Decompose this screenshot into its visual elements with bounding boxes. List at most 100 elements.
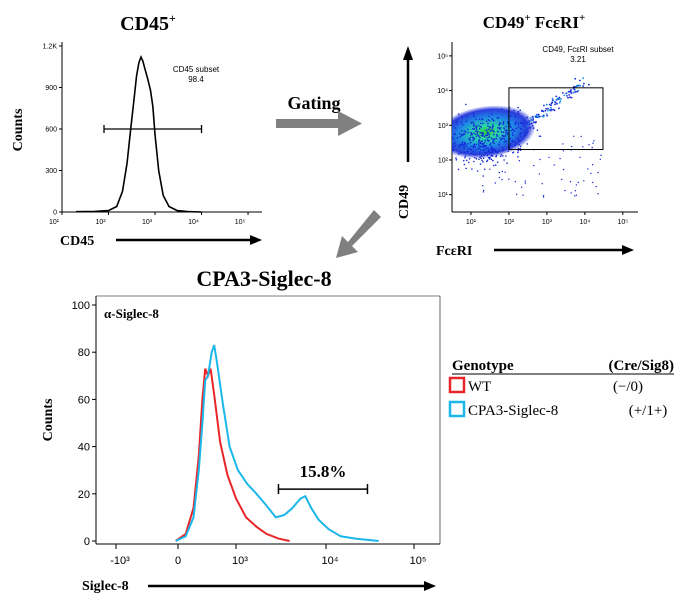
event-dot: [459, 143, 462, 146]
event-dot: [496, 135, 498, 137]
event-dot: [470, 145, 472, 148]
event-dot: [522, 122, 524, 125]
event-dot: [562, 168, 565, 171]
event-dot: [518, 143, 520, 146]
event-dot: [475, 143, 478, 146]
event-dot: [452, 138, 455, 140]
event-dot: [554, 103, 556, 106]
event-dot: [504, 129, 507, 131]
event-dot: [450, 151, 452, 153]
event-dot: [587, 168, 589, 170]
event-dot: [560, 98, 562, 100]
event-dot: [550, 104, 552, 107]
panel1-title: CD45+: [120, 11, 176, 35]
event-dot: [500, 130, 503, 133]
event-dot: [574, 190, 577, 192]
event-dot: [460, 134, 463, 137]
event-dot: [532, 127, 535, 130]
panel2-ylabel: CD49: [397, 185, 412, 219]
event-dot: [478, 118, 481, 120]
event-dot: [463, 142, 466, 145]
event-dot: [498, 150, 500, 152]
event-dot: [480, 157, 483, 160]
event-dot: [551, 97, 554, 100]
event-dot: [452, 149, 455, 152]
event-dot: [509, 144, 512, 146]
event-dot: [498, 171, 501, 174]
event-dot: [514, 181, 516, 183]
event-dot: [517, 156, 519, 158]
diagonal-gating-arrow: [336, 210, 381, 258]
panel1-ytick-label: 1.2K: [43, 44, 58, 51]
event-dot: [481, 132, 484, 134]
event-dot: [556, 102, 558, 105]
event-dot: [488, 151, 491, 154]
event-dot: [460, 152, 462, 154]
siglec8-gate-value: 15.8%: [300, 462, 347, 481]
event-dot: [538, 135, 540, 137]
event-dot: [565, 92, 568, 94]
event-dot: [511, 139, 514, 142]
event-dot: [469, 141, 472, 144]
event-dot: [547, 109, 549, 112]
event-dot: [505, 125, 507, 128]
event-dot: [467, 131, 470, 134]
event-dot: [542, 196, 545, 198]
event-dot: [484, 139, 487, 142]
event-dot: [452, 163, 453, 165]
event-dot: [465, 103, 467, 106]
event-dot: [488, 136, 491, 139]
event-dot: [524, 182, 527, 184]
panel-cd45: CD45+ 0 300 600 900 1.2K 10¹ 10² 10³ 10⁴ 10⁵ CD4…: [11, 11, 262, 249]
event-dot: [504, 135, 507, 137]
event-dot: [488, 128, 490, 130]
event-dot: [489, 143, 491, 146]
event-dot: [442, 167, 444, 169]
event-dot: [492, 123, 494, 126]
event-dot: [479, 156, 481, 159]
legend-header-genotype: Genotype: [452, 358, 514, 374]
event-dot: [489, 129, 492, 132]
event-dot: [472, 139, 474, 141]
event-dot: [591, 146, 593, 149]
event-dot: [458, 144, 460, 146]
event-dot: [504, 171, 506, 173]
event-dot: [482, 175, 485, 177]
event-dot: [450, 155, 452, 157]
event-dot: [494, 182, 496, 184]
panel3-ytick-label: 20: [78, 489, 90, 501]
event-dot: [541, 115, 544, 118]
event-dot: [505, 155, 507, 157]
panel2-ytick-label: 10⁴: [437, 88, 448, 95]
event-dot: [478, 135, 480, 138]
event-dot: [549, 106, 552, 109]
event-dot: [466, 159, 468, 162]
event-dot: [535, 116, 537, 118]
panel3-ytick-label: 0: [84, 536, 90, 548]
event-dot: [482, 161, 484, 163]
legend-value-cpa3-siglec8: (+/1+): [629, 403, 668, 419]
panel3-xtick-label: 10⁴: [322, 555, 339, 567]
event-dot: [461, 130, 463, 132]
event-dot: [495, 137, 498, 140]
event-dot: [583, 180, 585, 182]
event-dot: [475, 128, 478, 130]
event-dot: [522, 125, 525, 128]
event-dot: [453, 143, 455, 145]
event-dot: [473, 115, 475, 117]
event-dot: [469, 139, 471, 141]
event-dot: [450, 161, 452, 163]
panel3-xtick-label: -10³: [110, 555, 130, 567]
event-dot: [484, 145, 487, 147]
panel3-ytick-label: 100: [72, 300, 90, 312]
event-dot: [493, 148, 495, 151]
event-dot: [579, 156, 581, 159]
event-dot: [558, 97, 561, 100]
event-dot: [471, 168, 473, 170]
event-dot: [486, 137, 488, 139]
event-dot: [491, 138, 494, 140]
event-dot: [493, 139, 495, 141]
event-dot: [465, 120, 468, 122]
panel1-xtick-label: 10²: [95, 219, 106, 226]
